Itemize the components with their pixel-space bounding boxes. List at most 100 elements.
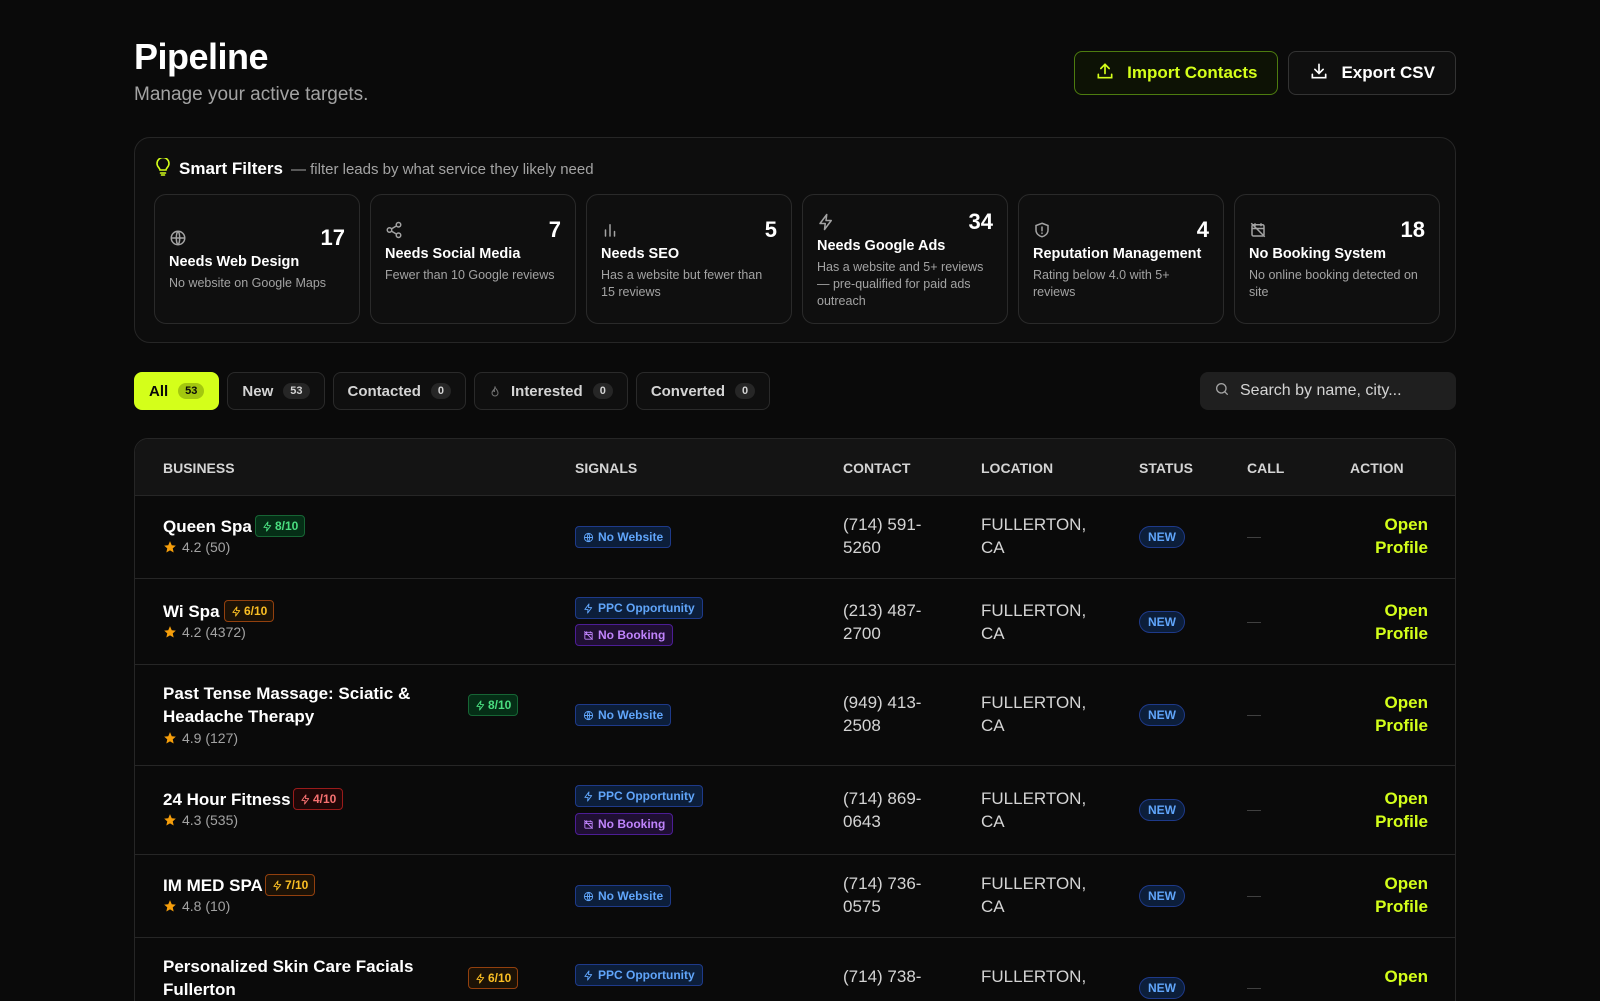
phone-line-2: 5260 <box>843 538 881 557</box>
lead-score-badge: 8/10 <box>255 515 306 537</box>
tab-label: All <box>149 382 169 400</box>
flame-icon <box>489 385 501 397</box>
rating-value: 4.3 (535) <box>182 812 239 828</box>
export-csv-label: Export CSV <box>1341 63 1435 82</box>
filter-card-social-media[interactable]: 7 Needs Social Media Fewer than 10 Googl… <box>370 194 576 324</box>
contact-phone[interactable]: (949) 413- 2508 <box>843 691 943 737</box>
phone-line-1: (213) 487- <box>843 601 922 620</box>
filter-title: No Booking System <box>1249 246 1386 262</box>
status-badge: NEW <box>1139 799 1185 821</box>
contact-phone[interactable]: (714) 738- <box>843 967 922 986</box>
column-location[interactable]: LOCATION <box>981 460 1054 476</box>
filter-card-google-ads[interactable]: 34 Needs Google Ads Has a website and 5+… <box>802 194 1008 324</box>
bolt-icon <box>231 606 242 617</box>
table-row[interactable]: Personalized Skin Care Facials Fullerton … <box>135 938 1455 1001</box>
search-icon <box>1214 381 1230 402</box>
column-status[interactable]: STATUS <box>1139 460 1193 476</box>
action-line-1: Open <box>1384 693 1428 712</box>
star-icon <box>163 899 177 913</box>
business-name[interactable]: Personalized Skin Care Facials Fullerton <box>163 955 413 1001</box>
smart-filter-cards: 17 Needs Web Design No website on Google… <box>154 194 1440 324</box>
location: FULLERTON, <box>981 967 1087 986</box>
tab-contacted[interactable]: Contacted 0 <box>332 372 466 410</box>
leads-table: BUSINESS SIGNALS CONTACT LOCATION STATUS… <box>134 438 1456 1001</box>
phone-line-1: (714) 591- <box>843 515 922 534</box>
score-value: 7/10 <box>285 878 309 892</box>
tab-count: 0 <box>735 383 756 399</box>
bolt-icon <box>475 700 486 711</box>
tab-all[interactable]: All 53 <box>134 372 220 410</box>
lightbulb-icon <box>155 156 171 180</box>
business-name[interactable]: Past Tense Massage: Sciatic & Headache Th… <box>163 682 410 728</box>
filter-count: 4 <box>1196 217 1209 242</box>
status-tabs: All 53 New 53 Contacted 0 Interested 0 Conve… <box>134 372 771 410</box>
name-line-2: Headache Therapy <box>163 707 315 726</box>
phone-line-2: 0575 <box>843 897 881 916</box>
filter-title: Needs Social Media <box>385 246 521 262</box>
filter-card-seo[interactable]: 5 Needs SEO Has a website but fewer than… <box>586 194 792 324</box>
column-signals[interactable]: SIGNALS <box>575 460 638 476</box>
import-contacts-button[interactable]: Import Contacts <box>1074 51 1279 95</box>
table-row[interactable]: Past Tense Massage: Sciatic & Headache Th… <box>135 665 1455 766</box>
filter-card-web-design[interactable]: 17 Needs Web Design No website on Google… <box>154 194 360 324</box>
column-business[interactable]: BUSINESS <box>163 460 235 476</box>
share-icon <box>385 221 403 239</box>
score-value: 6/10 <box>244 604 268 618</box>
phone-line-2: 2700 <box>843 624 881 643</box>
open-profile-link[interactable]: Open <box>1384 967 1428 986</box>
smart-filters-title: Smart Filters <box>179 159 283 178</box>
calendar-off-icon <box>583 630 594 641</box>
status-badge: NEW <box>1139 977 1185 999</box>
calendar-off-icon <box>583 819 594 830</box>
table-row[interactable]: 24 Hour Fitness 4/10 4.3 (535) PPC Oppor… <box>135 766 1455 855</box>
location-line-2: CA <box>981 716 1005 735</box>
contact-phone[interactable]: (714) 869- 0643 <box>843 787 943 833</box>
filter-count: 34 <box>968 209 993 234</box>
open-profile-link[interactable]: Open Profile <box>1368 787 1428 833</box>
open-profile-link[interactable]: Open Profile <box>1368 691 1428 737</box>
tab-converted[interactable]: Converted 0 <box>635 372 771 410</box>
smart-filters-panel: Smart Filters — filter leads by what ser… <box>134 137 1456 343</box>
action-line-1: Open <box>1384 789 1428 808</box>
filter-desc: Fewer than 10 Google reviews <box>385 268 555 282</box>
business-name[interactable]: Queen Spa <box>163 517 252 536</box>
status-badge: NEW <box>1139 526 1185 548</box>
export-csv-button[interactable]: Export CSV <box>1288 51 1456 95</box>
table-row[interactable]: IM MED SPA 7/10 4.8 (10) No Website (714… <box>135 855 1455 938</box>
lead-score-badge: 7/10 <box>265 874 316 896</box>
filter-card-booking[interactable]: 18 No Booking System No online booking d… <box>1234 194 1440 324</box>
column-call[interactable]: CALL <box>1247 460 1285 476</box>
contact-phone[interactable]: (213) 487- 2700 <box>843 599 943 645</box>
call-placeholder <box>1247 988 1261 989</box>
filter-count: 5 <box>764 217 777 242</box>
tab-new[interactable]: New 53 <box>227 372 325 410</box>
phone-line-2: 0643 <box>843 812 881 831</box>
contact-phone[interactable]: (714) 736- 0575 <box>843 872 943 918</box>
action-line-2: Profile <box>1375 812 1428 831</box>
column-action[interactable]: ACTION <box>1350 460 1404 476</box>
filter-desc: No website on Google Maps <box>169 276 327 290</box>
score-value: 8/10 <box>275 519 299 533</box>
signal-no-website: No Website <box>575 704 672 726</box>
bolt-icon <box>817 213 835 231</box>
bolt-icon <box>300 794 311 805</box>
tab-interested[interactable]: Interested 0 <box>473 372 628 410</box>
business-name[interactable]: Wi Spa <box>163 602 220 621</box>
business-name[interactable]: IM MED SPA <box>163 876 263 895</box>
open-profile-link[interactable]: Open Profile <box>1368 513 1428 559</box>
business-name[interactable]: 24 Hour Fitness <box>163 790 291 809</box>
open-profile-link[interactable]: Open Profile <box>1368 872 1428 918</box>
status-badge: NEW <box>1139 611 1185 633</box>
action-line-2: Profile <box>1375 716 1428 735</box>
open-profile-link[interactable]: Open Profile <box>1368 599 1428 645</box>
signal-ppc-opportunity: PPC Opportunity <box>575 785 703 807</box>
filter-card-reputation[interactable]: 4 Reputation Management Rating below 4.0… <box>1018 194 1224 324</box>
search-input[interactable] <box>1240 382 1440 400</box>
table-row[interactable]: Wi Spa 6/10 4.2 (4372) PPC Opportunity N… <box>135 579 1455 665</box>
location-line-1: FULLERTON, <box>981 515 1087 534</box>
status-badge: NEW <box>1139 885 1185 907</box>
table-row[interactable]: Queen Spa 8/10 4.2 (50) No Website (714)… <box>135 496 1455 579</box>
upload-icon <box>1095 61 1115 86</box>
column-contact[interactable]: CONTACT <box>843 460 911 476</box>
contact-phone[interactable]: (714) 591- 5260 <box>843 513 943 559</box>
